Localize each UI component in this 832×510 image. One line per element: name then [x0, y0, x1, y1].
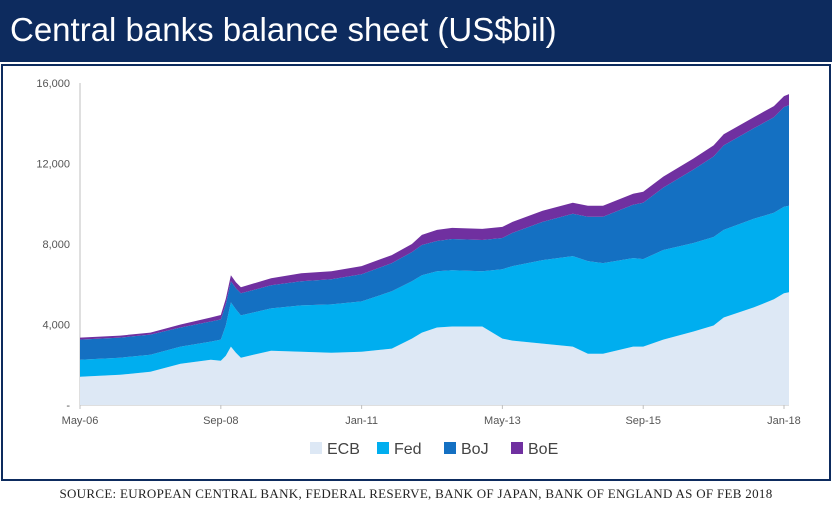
chart-panel: - 4,000 8,000 12,000 16,000 May-06 Sep-08 Jan-1…: [1, 64, 831, 481]
y-tick-label: -: [66, 400, 70, 412]
legend-swatch-fed: [377, 442, 389, 454]
y-tick-label: 8,000: [42, 239, 70, 251]
legend-label-boj: BoJ: [461, 441, 489, 458]
stacked-area-chart: - 4,000 8,000 12,000 16,000 May-06 Sep-08 Jan-1…: [36, 78, 801, 458]
y-tick-label: 12,000: [36, 159, 70, 171]
y-tick-label: 16,000: [36, 78, 70, 90]
x-tick-label: Sep-15: [625, 415, 660, 427]
legend-swatch-ecb: [310, 442, 322, 454]
x-tick-label: May-06: [62, 415, 99, 427]
x-tick-label: Jan-18: [767, 415, 801, 427]
source-note: SOURCE: EUROPEAN CENTRAL BANK, FEDERAL R…: [59, 486, 773, 501]
legend: ECB Fed BoJ BoE: [310, 441, 558, 458]
page-title: Central banks balance sheet (US$bil): [10, 11, 557, 48]
area-fed: [80, 205, 789, 377]
legend-label-ecb: ECB: [327, 441, 360, 458]
y-tick-label: 4,000: [42, 320, 70, 332]
x-tick-label: May-13: [484, 415, 521, 427]
x-tick-label: Sep-08: [203, 415, 238, 427]
area-boj: [80, 105, 789, 360]
x-tick-label: Jan-11: [345, 415, 378, 427]
legend-label-boe: BoE: [528, 441, 558, 458]
legend-label-fed: Fed: [394, 441, 422, 458]
legend-swatch-boj: [444, 442, 456, 454]
title-banner: Central banks balance sheet (US$bil): [0, 0, 832, 62]
legend-swatch-boe: [511, 442, 523, 454]
area-ecb: [80, 292, 789, 405]
